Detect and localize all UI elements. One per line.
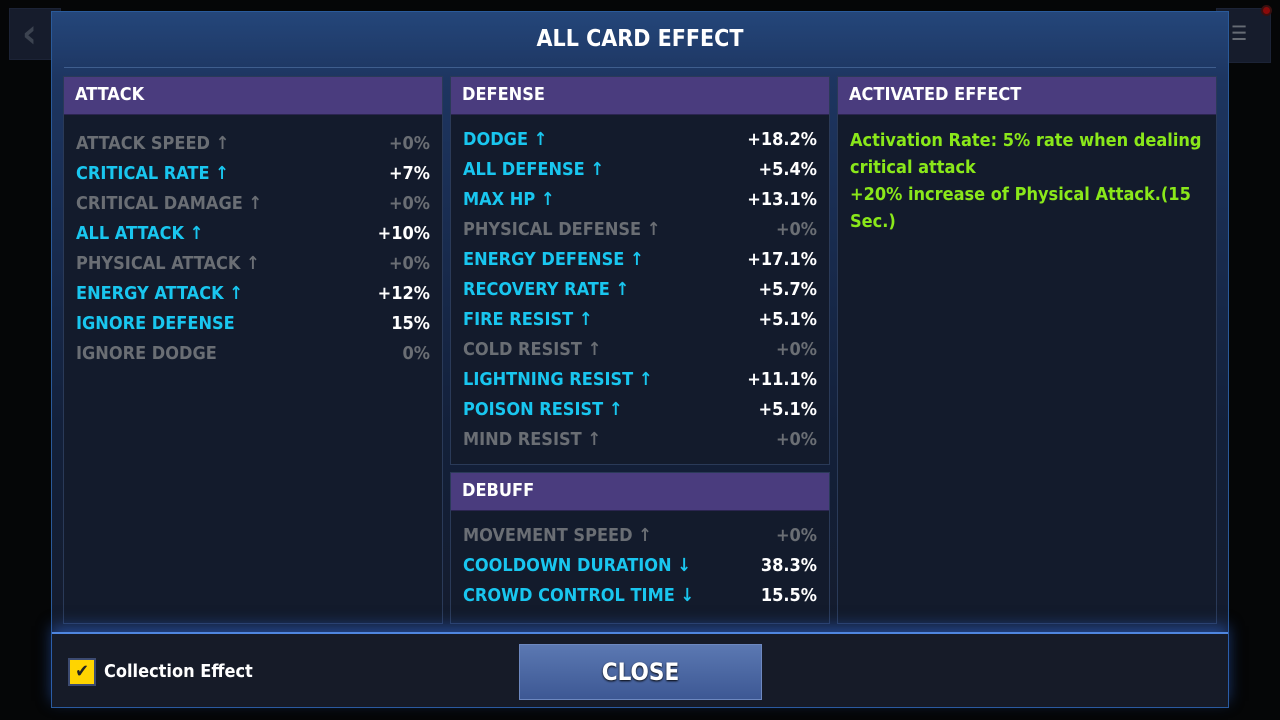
stat-row: ALL ATTACK ↑ +10% [64,218,442,248]
stat-row: IGNORE DEFENSE 15% [64,308,442,338]
stat-row: POISON RESIST ↑ +5.1% [451,394,829,424]
stat-row: CROWD CONTROL TIME ↓ 15.5% [451,580,829,610]
stat-value: +5.1% [758,398,817,420]
close-button[interactable]: CLOSE [519,644,762,700]
stat-row: RECOVERY RATE ↑ +5.7% [451,274,829,304]
collection-effect-checkbox[interactable]: ✔ [68,658,96,686]
stat-row: FIRE RESIST ↑ +5.1% [451,304,829,334]
divider [64,67,1216,68]
defense-header: DEFENSE [451,77,829,115]
stat-label: IGNORE DEFENSE [76,312,235,334]
stat-row: ATTACK SPEED ↑ +0% [64,128,442,158]
debuff-panel: DEBUFF MOVEMENT SPEED ↑ +0% COOLDOWN DURAT… [450,472,830,624]
stat-row: ENERGY DEFENSE ↑ +17.1% [451,244,829,274]
stat-row: PHYSICAL DEFENSE ↑ +0% [451,214,829,244]
stat-row: PHYSICAL ATTACK ↑ +0% [64,248,442,278]
stat-value: +0% [775,428,817,450]
stat-label: LIGHTNING RESIST ↑ [463,368,653,390]
stat-value: +0% [775,218,817,240]
stat-label: DODGE ↑ [463,128,548,150]
stat-value: 15.5% [760,584,817,606]
stat-row: MAX HP ↑ +13.1% [451,184,829,214]
stat-row: MOVEMENT SPEED ↑ +0% [451,520,829,550]
notification-dot [1261,5,1272,16]
all-card-effect-dialog: ALL CARD EFFECT ATTACK ATTACK SPEED ↑ +0%… [51,11,1229,708]
stat-label: RECOVERY RATE ↑ [463,278,630,300]
debuff-header: DEBUFF [451,473,829,511]
stat-row: ENERGY ATTACK ↑ +12% [64,278,442,308]
activated-effect-panel: ACTIVATED EFFECT Activation Rate: 5% rat… [837,76,1217,624]
stat-label: IGNORE DODGE [76,342,217,364]
dialog-title: ALL CARD EFFECT [536,26,744,52]
stat-value: +7% [388,162,430,184]
stat-value: +10% [377,222,430,244]
stat-label: ATTACK SPEED ↑ [76,132,230,154]
stat-value: +0% [388,192,430,214]
stat-value: 0% [402,342,431,364]
stat-label: ENERGY DEFENSE ↑ [463,248,644,270]
stat-value: +5.1% [758,308,817,330]
activation-rate-text: Activation Rate: 5% rate when dealing cr… [850,130,1202,178]
defense-panel: DEFENSE DODGE ↑ +18.2% ALL DEFENSE ↑ +5.4% M… [450,76,830,465]
stat-row: COOLDOWN DURATION ↓ 38.3% [451,550,829,580]
stat-label: PHYSICAL DEFENSE ↑ [463,218,661,240]
stat-label: PHYSICAL ATTACK ↑ [76,252,260,274]
stat-label: MIND RESIST ↑ [463,428,601,450]
dialog-footer: ✔ Collection Effect CLOSE [52,632,1228,707]
stat-label: COLD RESIST ↑ [463,338,602,360]
stat-label: CROWD CONTROL TIME ↓ [463,584,694,606]
menu-icon: ☰ [1231,21,1248,45]
checkmark-icon: ✔ [75,661,89,682]
stat-value: +5.4% [758,158,817,180]
stat-label: COOLDOWN DURATION ↓ [463,554,691,576]
stat-label: ALL ATTACK ↑ [76,222,204,244]
stat-row: ALL DEFENSE ↑ +5.4% [451,154,829,184]
stat-label: MOVEMENT SPEED ↑ [463,524,652,546]
stat-label: POISON RESIST ↑ [463,398,623,420]
stat-label: MAX HP ↑ [463,188,555,210]
stat-value: +18.2% [747,128,817,150]
stat-value: +0% [775,338,817,360]
attack-panel: ATTACK ATTACK SPEED ↑ +0% CRITICAL RATE ↑ +… [63,76,443,624]
stat-row: CRITICAL RATE ↑ +7% [64,158,442,188]
stat-value: +11.1% [747,368,817,390]
stat-label: CRITICAL RATE ↑ [76,162,229,184]
stat-value: 38.3% [760,554,817,576]
stat-value: 15% [391,312,430,334]
stat-row: LIGHTNING RESIST ↑ +11.1% [451,364,829,394]
stat-label: ALL DEFENSE ↑ [463,158,604,180]
stat-value: +0% [388,132,430,154]
effect-bonus-text: +20% increase of Physical Attack.(15 Sec… [850,184,1191,232]
collection-effect-label[interactable]: Collection Effect [104,661,253,682]
stat-row: DODGE ↑ +18.2% [451,124,829,154]
stat-value: +13.1% [747,188,817,210]
chevron-left-icon: ‹ [22,11,37,57]
stat-row: IGNORE DODGE 0% [64,338,442,368]
stat-row: MIND RESIST ↑ +0% [451,424,829,454]
stat-value: +17.1% [747,248,817,270]
stat-value: +0% [388,252,430,274]
activated-effect-header: ACTIVATED EFFECT [838,77,1216,115]
stat-label: FIRE RESIST ↑ [463,308,593,330]
stat-label: ENERGY ATTACK ↑ [76,282,243,304]
stat-row: COLD RESIST ↑ +0% [451,334,829,364]
stat-row: CRITICAL DAMAGE ↑ +0% [64,188,442,218]
stat-label: CRITICAL DAMAGE ↑ [76,192,263,214]
stat-value: +5.7% [758,278,817,300]
attack-header: ATTACK [64,77,442,115]
stat-value: +0% [775,524,817,546]
stat-value: +12% [377,282,430,304]
